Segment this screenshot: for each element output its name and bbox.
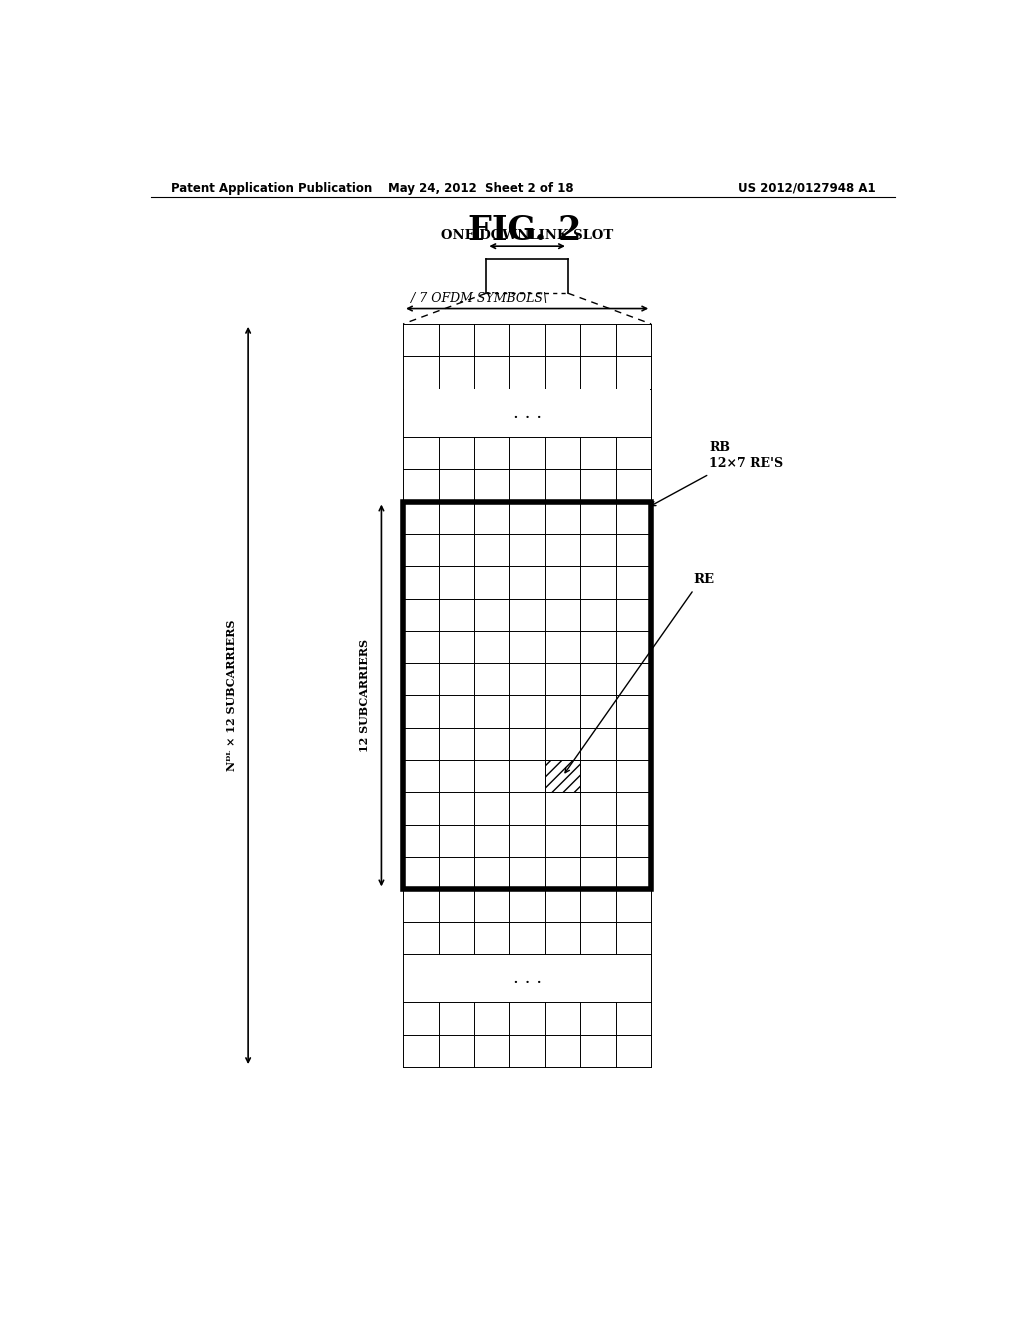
Text: US 2012/0127948 A1: US 2012/0127948 A1 [738,182,876,194]
Bar [545,760,581,792]
Bar [403,502,651,890]
Text: 12 SUBCARRIERS: 12 SUBCARRIERS [358,639,370,752]
Text: RE: RE [693,573,715,586]
Bar [403,954,650,1002]
Bar [403,389,650,436]
Text: / 7 OFDM SYMBOLS\: / 7 OFDM SYMBOLS\ [411,292,547,305]
Text: Patent Application Publication: Patent Application Publication [171,182,372,194]
Text: RB
12×7 RE'S: RB 12×7 RE'S [710,441,783,470]
Text: FIG. 2: FIG. 2 [468,214,582,247]
Text: . . .: . . . [513,404,542,422]
Text: . . .: . . . [513,969,542,987]
Text: ONE DOWNLINK SLOT: ONE DOWNLINK SLOT [441,228,613,242]
Text: May 24, 2012  Sheet 2 of 18: May 24, 2012 Sheet 2 of 18 [388,182,573,194]
Text: Nᴰᴸ × 12 SUBCARRIERS: Nᴰᴸ × 12 SUBCARRIERS [225,620,237,771]
